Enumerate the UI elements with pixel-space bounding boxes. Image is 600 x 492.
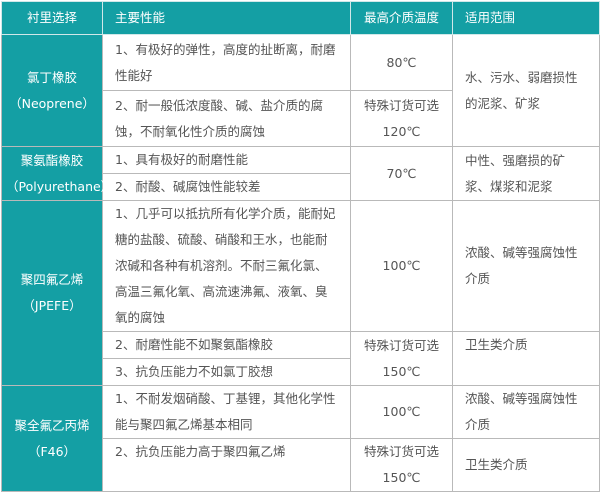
application: 卫生类介质 [452,331,600,386]
application: 浓酸、碱等强腐蚀性介质 [452,200,600,332]
temp-note: 特殊订货可选 [363,97,439,113]
lining-code: （Neoprene） [9,95,95,111]
temp-note: 特殊订货可选 [363,444,439,459]
property: 1、具有极好的耐磨性能 [102,146,351,174]
lining-name-text: 聚氨酯橡胶 [20,152,84,168]
lining-name-text: 聚全氟乙丙烯 [14,417,90,433]
header-properties: 主要性能 [102,1,351,35]
lining-name: 聚氨酯橡胶 （Polyurethane） [1,146,114,201]
application: 卫生类介质 [452,438,600,492]
temp: 100℃ [350,385,453,439]
application: 浓酸、碱等强腐蚀性介质 [452,385,600,439]
table-row: 2、耐酸、碱腐蚀性能较差 [2,173,600,201]
property: 3、抗负压能力不如氯丁胶想 [102,358,351,386]
application: 水、污水、弱磨损性的泥浆、矿浆 [452,34,600,147]
table-row: 2、耐一般低浓度酸、碱、盐介质的腐蚀，不耐氧化性介质的腐蚀 特殊订货可选 120℃ [2,90,600,147]
table-row: 聚氨酯橡胶 （Polyurethane） 1、具有极好的耐磨性能 70℃ 中性、强… [1,146,600,201]
lining-name: 氯丁橡胶 （Neoprene） [1,34,103,147]
temp-special: 特殊订货可选 150℃ [350,438,453,492]
property: 2、耐一般低浓度酸、碱、盐介质的腐蚀，不耐氧化性介质的腐蚀 [102,90,351,147]
table-row: 氯丁橡胶 （Neoprene） 1、有极好的弹性，高度的扯断离，耐磨性能好 80℃… [1,34,600,147]
application: 中性、强磨损的矿浆、煤浆和泥浆 [452,146,600,201]
lining-name-text: 氯丁橡胶 [26,69,77,85]
temp-special: 特殊订货可选 120℃ [350,90,453,147]
lining-name-text: 聚四氟乙烯 [20,272,84,287]
temp-value: 120℃ [382,123,421,139]
property: 2、抗负压能力高于聚四氟乙烯 [102,438,351,492]
header-max-temp: 最高介质温度 [350,1,453,35]
property: 1、有极好的弹性，高度的扯断离，耐磨性能好 [102,34,351,91]
temp: 70℃ [350,146,453,201]
temp-value: 150℃ [382,363,421,379]
table-row: 聚全氟乙丙烯 （F46） 1、不耐发烟硝酸、丁基锂，其他化学性能与聚四氟乙烯基本相… [1,385,600,492]
temp-note: 特殊订货可选 [363,337,439,353]
header-lining: 衬里选择 [1,1,103,35]
table-row: 聚四氟乙烯 （JPEFE） 1、几乎可以抵抗所有化学介质，能耐妃糖的盐酸、硫酸、硝… [1,200,600,386]
temp: 100℃ [350,200,453,332]
table-row: 2、耐磨性能不如聚氨酯橡胶 特殊订货可选 150℃ 卫生类介质 [2,331,600,386]
table-header: 衬里选择 主要性能 最高介质温度 适用范围 [1,1,600,35]
lining-name: 聚四氟乙烯 （JPEFE） [1,200,103,386]
table-row: 3、抗负压能力不如氯丁胶想 [2,358,600,386]
lining-name: 聚全氟乙丙烯 （F46） [1,385,103,492]
property: 1、不耐发烟硝酸、丁基锂，其他化学性能与聚四氟乙烯基本相同 [102,385,351,439]
temp-value: 150℃ [382,470,421,485]
header-application: 适用范围 [452,1,600,35]
lining-code: （Polyurethane） [6,178,114,194]
lining-code: （F46） [27,443,77,459]
lining-code: （JPEFE） [22,298,82,313]
temp-special: 特殊订货可选 150℃ [350,331,453,386]
property: 2、耐磨性能不如聚氨酯橡胶 [102,331,351,359]
temp: 80℃ [350,34,453,91]
property: 1、几乎可以抵抗所有化学介质，能耐妃糖的盐酸、硫酸、硝酸和王水，也能耐浓碱和各种… [102,200,351,332]
property: 2、耐酸、碱腐蚀性能较差 [102,173,351,201]
